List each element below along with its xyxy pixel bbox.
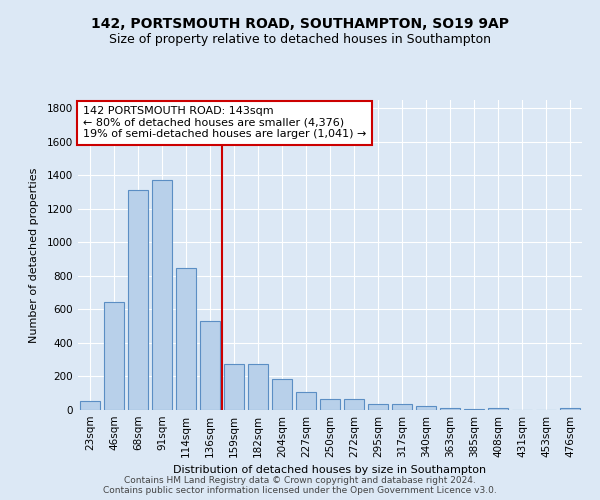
Bar — [560, 408, 580, 410]
Bar — [320, 399, 340, 410]
Bar — [80, 401, 100, 410]
Text: Size of property relative to detached houses in Southampton: Size of property relative to detached ho… — [109, 32, 491, 46]
Bar — [272, 379, 292, 410]
Bar — [344, 399, 364, 410]
Bar — [464, 409, 484, 410]
Bar — [488, 408, 508, 410]
Text: Contains HM Land Registry data © Crown copyright and database right 2024.
Contai: Contains HM Land Registry data © Crown c… — [103, 476, 497, 495]
Text: 142, PORTSMOUTH ROAD, SOUTHAMPTON, SO19 9AP: 142, PORTSMOUTH ROAD, SOUTHAMPTON, SO19 … — [91, 18, 509, 32]
Bar — [296, 392, 316, 410]
Bar — [416, 406, 436, 410]
Bar — [128, 190, 148, 410]
Bar — [368, 404, 388, 410]
Bar — [248, 364, 268, 410]
Bar — [224, 364, 244, 410]
Bar — [200, 321, 220, 410]
Bar — [392, 404, 412, 410]
Y-axis label: Number of detached properties: Number of detached properties — [29, 168, 38, 342]
Bar — [152, 180, 172, 410]
Bar — [176, 268, 196, 410]
Bar — [440, 408, 460, 410]
Text: 142 PORTSMOUTH ROAD: 143sqm
← 80% of detached houses are smaller (4,376)
19% of : 142 PORTSMOUTH ROAD: 143sqm ← 80% of det… — [83, 106, 367, 140]
X-axis label: Distribution of detached houses by size in Southampton: Distribution of detached houses by size … — [173, 466, 487, 475]
Bar — [104, 302, 124, 410]
